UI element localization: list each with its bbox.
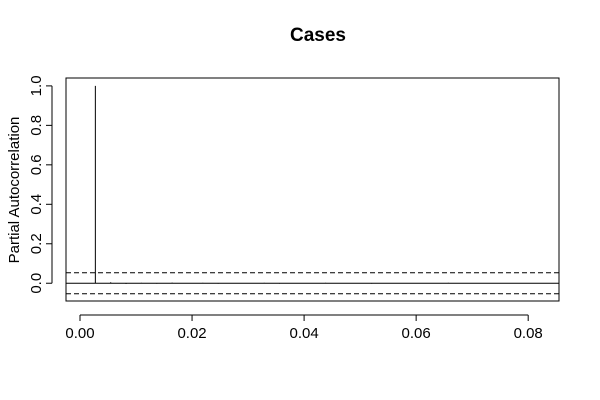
y-tick-label: 0.6 — [28, 154, 45, 175]
y-tick-label: 0.2 — [28, 233, 45, 254]
x-tick-label: 0.06 — [402, 325, 431, 342]
y-tick-label: 0.8 — [28, 115, 45, 136]
x-tick-label: 0.08 — [514, 325, 543, 342]
x-tick-label: 0.04 — [289, 325, 318, 342]
x-tick-label: 0.02 — [177, 325, 206, 342]
y-tick-label: 1.0 — [28, 75, 45, 96]
y-tick-label: 0.4 — [28, 194, 45, 215]
chart-title: Cases — [290, 25, 346, 46]
confidence-bounds — [66, 272, 559, 295]
y-axis-label: Partial Autocorrelation — [6, 117, 23, 264]
y-axis: 0.0 0.2 0.4 0.6 0.8 1.0 — [28, 75, 53, 294]
x-axis: 0.00 0.02 0.04 0.06 0.08 — [65, 314, 543, 342]
pacf-bars — [94, 85, 541, 284]
plot-frame — [65, 77, 560, 302]
y-tick-label: 0.0 — [28, 273, 45, 294]
x-tick-label: 0.00 — [65, 325, 94, 342]
